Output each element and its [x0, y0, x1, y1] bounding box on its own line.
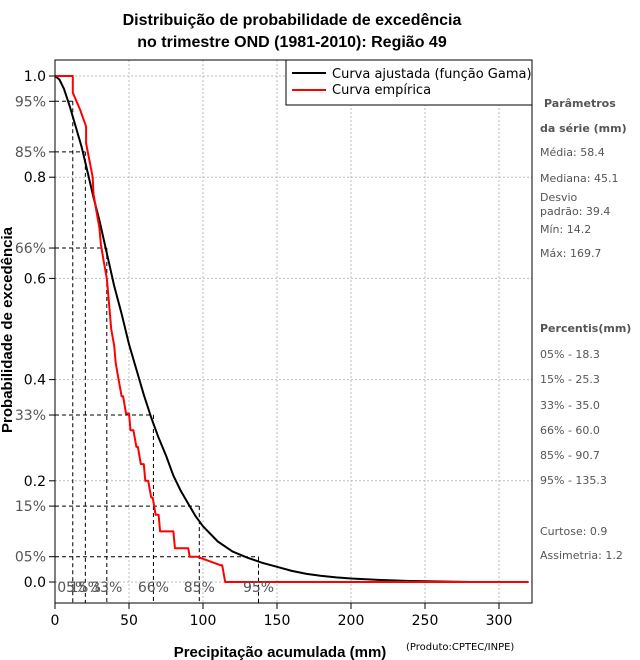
x-tick-label: 250 — [412, 613, 439, 629]
percentile-05: 05% - 18.3 — [540, 348, 600, 361]
x-tick-label: 100 — [190, 613, 217, 629]
percentile-label: 85% — [184, 580, 215, 596]
chart-title-line2: no trimestre OND (1981-2010): Região 49 — [137, 34, 447, 51]
y-tick-label: 66% — [15, 241, 46, 257]
y-tick-label: 15% — [15, 499, 46, 515]
percentile-label: 95% — [243, 580, 274, 596]
percentile-15: 15% - 25.3 — [540, 373, 600, 386]
x-axis-label: Precipitação acumulada (mm) — [174, 644, 387, 660]
y-tick-label: 85% — [15, 145, 46, 161]
chart-title-line1: Distribuição de probabilidade de excedên… — [123, 12, 462, 29]
series-empirical-line — [55, 75, 529, 583]
percentile-33: 33% - 35.0 — [540, 399, 600, 412]
y-tick-label: 05% — [15, 550, 46, 566]
y-tick-label: 0.0 — [24, 575, 46, 591]
x-tick-label: 150 — [264, 613, 291, 629]
param-desvio-1: Desvio — [540, 191, 578, 204]
percentile-label: 66% — [138, 580, 169, 596]
legend: Curva ajustada (função Gama) Curva empír… — [285, 59, 533, 106]
params-heading-1: Parâmetros — [544, 97, 616, 110]
param-min: Mín: 14.2 — [540, 223, 592, 236]
legend-label-empirical: Curva empírica — [332, 83, 431, 98]
y-tick-label: 0.4 — [24, 373, 46, 389]
series-group — [54, 75, 529, 583]
y-axis-label: Probabilidade de excedência — [0, 226, 16, 433]
x-tick-label: 0 — [51, 613, 60, 629]
stat-assimetria: Assimetria: 1.2 — [540, 549, 623, 562]
y-tick-label: 95% — [15, 94, 46, 110]
series-gamma-line — [54, 75, 470, 583]
param-desvio-2: padrão: 39.4 — [540, 205, 611, 218]
percentile-label: 15% — [70, 580, 101, 596]
param-media: Média: 58.4 — [540, 146, 605, 159]
percentile-labels: 05%15%33% 66% 85% 95% — [57, 580, 274, 596]
y-axis: 1.0 95% 85% 0.8 66% 0.6 0.4 33% 0.2 15% 05% 0.0 — [15, 69, 55, 591]
percentile-guides — [55, 100, 259, 603]
y-tick-label: 0.2 — [24, 474, 46, 490]
y-tick-label: 0.8 — [24, 170, 46, 186]
y-tick-label: 1.0 — [24, 69, 46, 85]
y-tick-label: 33% — [15, 408, 46, 424]
percentile-66: 66% - 60.0 — [540, 424, 600, 437]
x-tick-label: 200 — [338, 613, 365, 629]
percentile-label: 05% — [57, 580, 88, 596]
legend-box — [285, 59, 533, 106]
percentile-label: 33% — [91, 580, 122, 596]
params-heading-2: da série (mm) — [540, 122, 627, 135]
footer-credit: (Produto:CPTEC/INPE) — [406, 642, 515, 653]
x-tick-label: 300 — [486, 613, 513, 629]
x-tick-label: 50 — [120, 613, 138, 629]
y-tick-label: 0.6 — [24, 271, 46, 287]
stat-curtose: Curtose: 0.9 — [540, 525, 608, 538]
percentiles-heading: Percentis(mm) — [540, 322, 632, 335]
percentile-85: 85% - 90.7 — [540, 449, 600, 462]
param-mediana: Mediana: 45.1 — [540, 172, 619, 185]
param-max: Máx: 169.7 — [540, 247, 602, 260]
percentile-95: 95% - 135.3 — [540, 474, 607, 487]
legend-label-gamma: Curva ajustada (função Gama) — [332, 67, 532, 82]
x-axis: 0 50 100 150 200 250 300 — [51, 603, 513, 629]
